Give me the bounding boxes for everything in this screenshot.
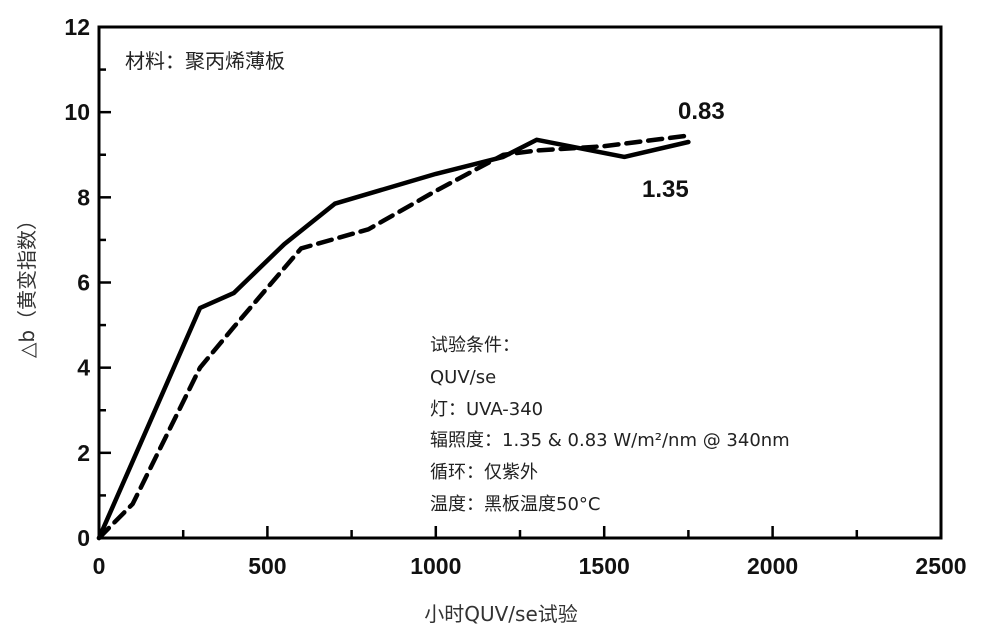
series-label-1-35: 1.35 <box>642 176 689 203</box>
x-axis-title: 小时QUV/se试验 <box>424 602 578 626</box>
conditions-apparatus: QUV/se <box>430 367 496 388</box>
x-tick-label: 2500 <box>915 553 966 579</box>
y-axis-title: △b（黄变指数） <box>15 210 39 358</box>
y-tick-label: 8 <box>77 184 90 210</box>
conditions-temperature: 温度：黑板温度50°C <box>430 494 600 515</box>
x-tick-label: 0 <box>93 553 106 579</box>
y-tick-label: 4 <box>77 355 90 381</box>
x-axis: 0 500 1000 1500 2000 2500 <box>93 526 967 579</box>
y-axis: 0 2 4 6 8 10 12 <box>64 14 111 551</box>
y-tick-label: 2 <box>77 440 90 466</box>
series-label-0-83: 0.83 <box>678 98 725 125</box>
conditions-irradiance: 辐照度：1.35 & 0.83 W/m²/nm @ 340nm <box>430 430 790 451</box>
x-tick-label: 2000 <box>747 553 798 579</box>
conditions-lamp: 灯：UVA-340 <box>430 399 543 420</box>
conditions-heading: 试验条件： <box>430 335 520 356</box>
series-line-dashed <box>96 133 691 541</box>
x-tick-label: 1000 <box>410 553 461 579</box>
material-note: 材料：聚丙烯薄板 <box>125 49 285 73</box>
x-tick-label: 500 <box>248 553 286 579</box>
series-line-solid <box>96 137 691 541</box>
conditions-cycle: 循环：仅紫外 <box>430 462 538 483</box>
y-tick-label: 6 <box>77 270 90 296</box>
series-layer <box>96 133 691 541</box>
y-tick-label: 10 <box>64 99 90 125</box>
test-conditions: 试验条件： QUV/se 灯：UVA-340 辐照度：1.35 & 0.83 W… <box>430 335 790 515</box>
y-tick-label: 12 <box>64 14 90 40</box>
x-tick-label: 1500 <box>579 553 630 579</box>
y-tick-label: 0 <box>77 525 90 551</box>
